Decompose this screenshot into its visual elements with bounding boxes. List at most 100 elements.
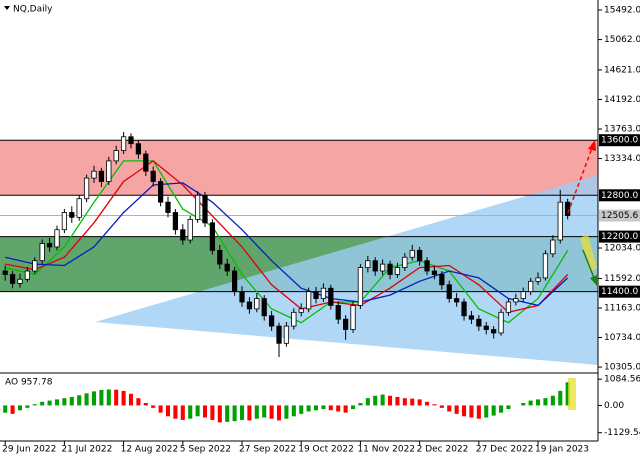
candle-body bbox=[283, 325, 290, 344]
candle-body bbox=[306, 291, 312, 310]
x-tick-label: 29 Jun 2022 bbox=[2, 445, 56, 455]
ao-bar bbox=[306, 405, 311, 412]
candle-body bbox=[431, 270, 438, 275]
ao-bar bbox=[521, 403, 526, 406]
candle-body bbox=[209, 222, 216, 251]
ao-bar bbox=[47, 400, 52, 406]
ao-bar bbox=[269, 405, 274, 419]
x-tick-label: 5 Sep 2022 bbox=[180, 445, 231, 455]
y-tick-label: 10305.0 bbox=[604, 363, 640, 373]
ao-bar bbox=[558, 390, 563, 406]
candle-body bbox=[268, 315, 275, 327]
ao-bar bbox=[536, 399, 541, 406]
ao-bar bbox=[84, 393, 89, 406]
candle-body bbox=[535, 277, 541, 282]
candle-body bbox=[424, 260, 430, 272]
candle-body bbox=[91, 170, 97, 179]
y-tick-label: 15492.0 bbox=[604, 5, 640, 15]
candle-body bbox=[513, 298, 519, 303]
candle-body bbox=[165, 201, 171, 213]
candle-body bbox=[298, 308, 304, 313]
candle-body bbox=[313, 291, 319, 299]
candle-body bbox=[157, 181, 164, 203]
candle-body bbox=[254, 298, 260, 310]
candle-body bbox=[520, 291, 526, 299]
ao-bar bbox=[99, 389, 104, 406]
ao-bar bbox=[395, 396, 400, 406]
ao-bar bbox=[550, 395, 555, 406]
last-price-label: 12505.6 bbox=[601, 211, 638, 221]
ao-bar bbox=[210, 405, 215, 420]
candle-body bbox=[202, 194, 208, 224]
y-tick-label: 14192.0 bbox=[604, 95, 640, 105]
ao-bar bbox=[54, 399, 60, 406]
candle-body bbox=[224, 263, 230, 272]
level-label: 11400.0 bbox=[601, 287, 638, 297]
candle-body bbox=[498, 311, 504, 334]
candle-body bbox=[276, 325, 282, 344]
annotations bbox=[567, 140, 597, 410]
candle-body bbox=[380, 263, 386, 272]
ao-bar bbox=[262, 405, 267, 418]
x-tick-label: 19 Jan 2023 bbox=[535, 445, 589, 455]
ao-bar bbox=[225, 405, 230, 422]
ao-bar bbox=[565, 382, 570, 406]
chart-title: NQ,Daily bbox=[13, 5, 53, 15]
candle-body bbox=[187, 218, 193, 241]
candle-body bbox=[106, 160, 112, 182]
candle-body bbox=[83, 177, 90, 200]
candle-body bbox=[387, 263, 393, 275]
ao-bar bbox=[336, 405, 341, 412]
ao-bar bbox=[321, 405, 326, 410]
last-price-box bbox=[599, 209, 640, 222]
candle-body bbox=[365, 260, 371, 268]
ao-bar bbox=[239, 405, 245, 420]
ao-bar bbox=[543, 398, 548, 406]
candle-body bbox=[528, 280, 534, 293]
ao-bar bbox=[358, 403, 363, 406]
y-tick-label: 10734.0 bbox=[604, 333, 640, 343]
y-tick-label: 11163.0 bbox=[604, 303, 640, 313]
candle-body bbox=[246, 301, 253, 310]
ao-bar bbox=[188, 405, 193, 419]
candle-body bbox=[150, 170, 156, 182]
x-tick-label: 11 Nov 2022 bbox=[357, 445, 415, 455]
ao-bar bbox=[447, 405, 452, 412]
candle-body bbox=[172, 212, 179, 231]
y-tick-label: 15062.0 bbox=[604, 35, 640, 45]
ao-bar bbox=[276, 405, 282, 421]
ao-bar bbox=[373, 395, 378, 406]
candle-body bbox=[394, 267, 401, 275]
ao-bar bbox=[136, 398, 141, 406]
ao-bar bbox=[165, 405, 171, 417]
candle-body bbox=[550, 239, 556, 255]
candle-body bbox=[39, 243, 45, 262]
ao-bar bbox=[217, 405, 222, 423]
candle-body bbox=[402, 256, 408, 268]
level-label: 12800.0 bbox=[601, 191, 638, 201]
ao-bar bbox=[462, 405, 467, 417]
candle-body bbox=[372, 260, 378, 272]
ao-bar bbox=[62, 398, 67, 406]
ao-bar bbox=[40, 401, 45, 406]
ao-bar bbox=[365, 398, 370, 406]
ao-bar bbox=[499, 405, 504, 413]
ao-bar bbox=[128, 393, 134, 406]
ao-bar bbox=[254, 405, 259, 419]
candle-body bbox=[54, 229, 60, 248]
level-label-box bbox=[599, 189, 640, 202]
ao-bar bbox=[158, 405, 163, 413]
candle-body bbox=[120, 136, 127, 151]
moving-average bbox=[5, 182, 569, 307]
candle-body bbox=[24, 270, 31, 280]
ao-bar bbox=[491, 405, 496, 416]
ao-bar bbox=[476, 405, 481, 419]
candle-body bbox=[32, 260, 38, 272]
candle-body bbox=[194, 194, 201, 220]
forecast-arrow-up bbox=[567, 147, 593, 214]
ao-bar bbox=[410, 398, 415, 406]
ao-bar bbox=[291, 405, 296, 417]
candle-body bbox=[476, 318, 482, 327]
level-label: 12200.0 bbox=[601, 232, 638, 242]
